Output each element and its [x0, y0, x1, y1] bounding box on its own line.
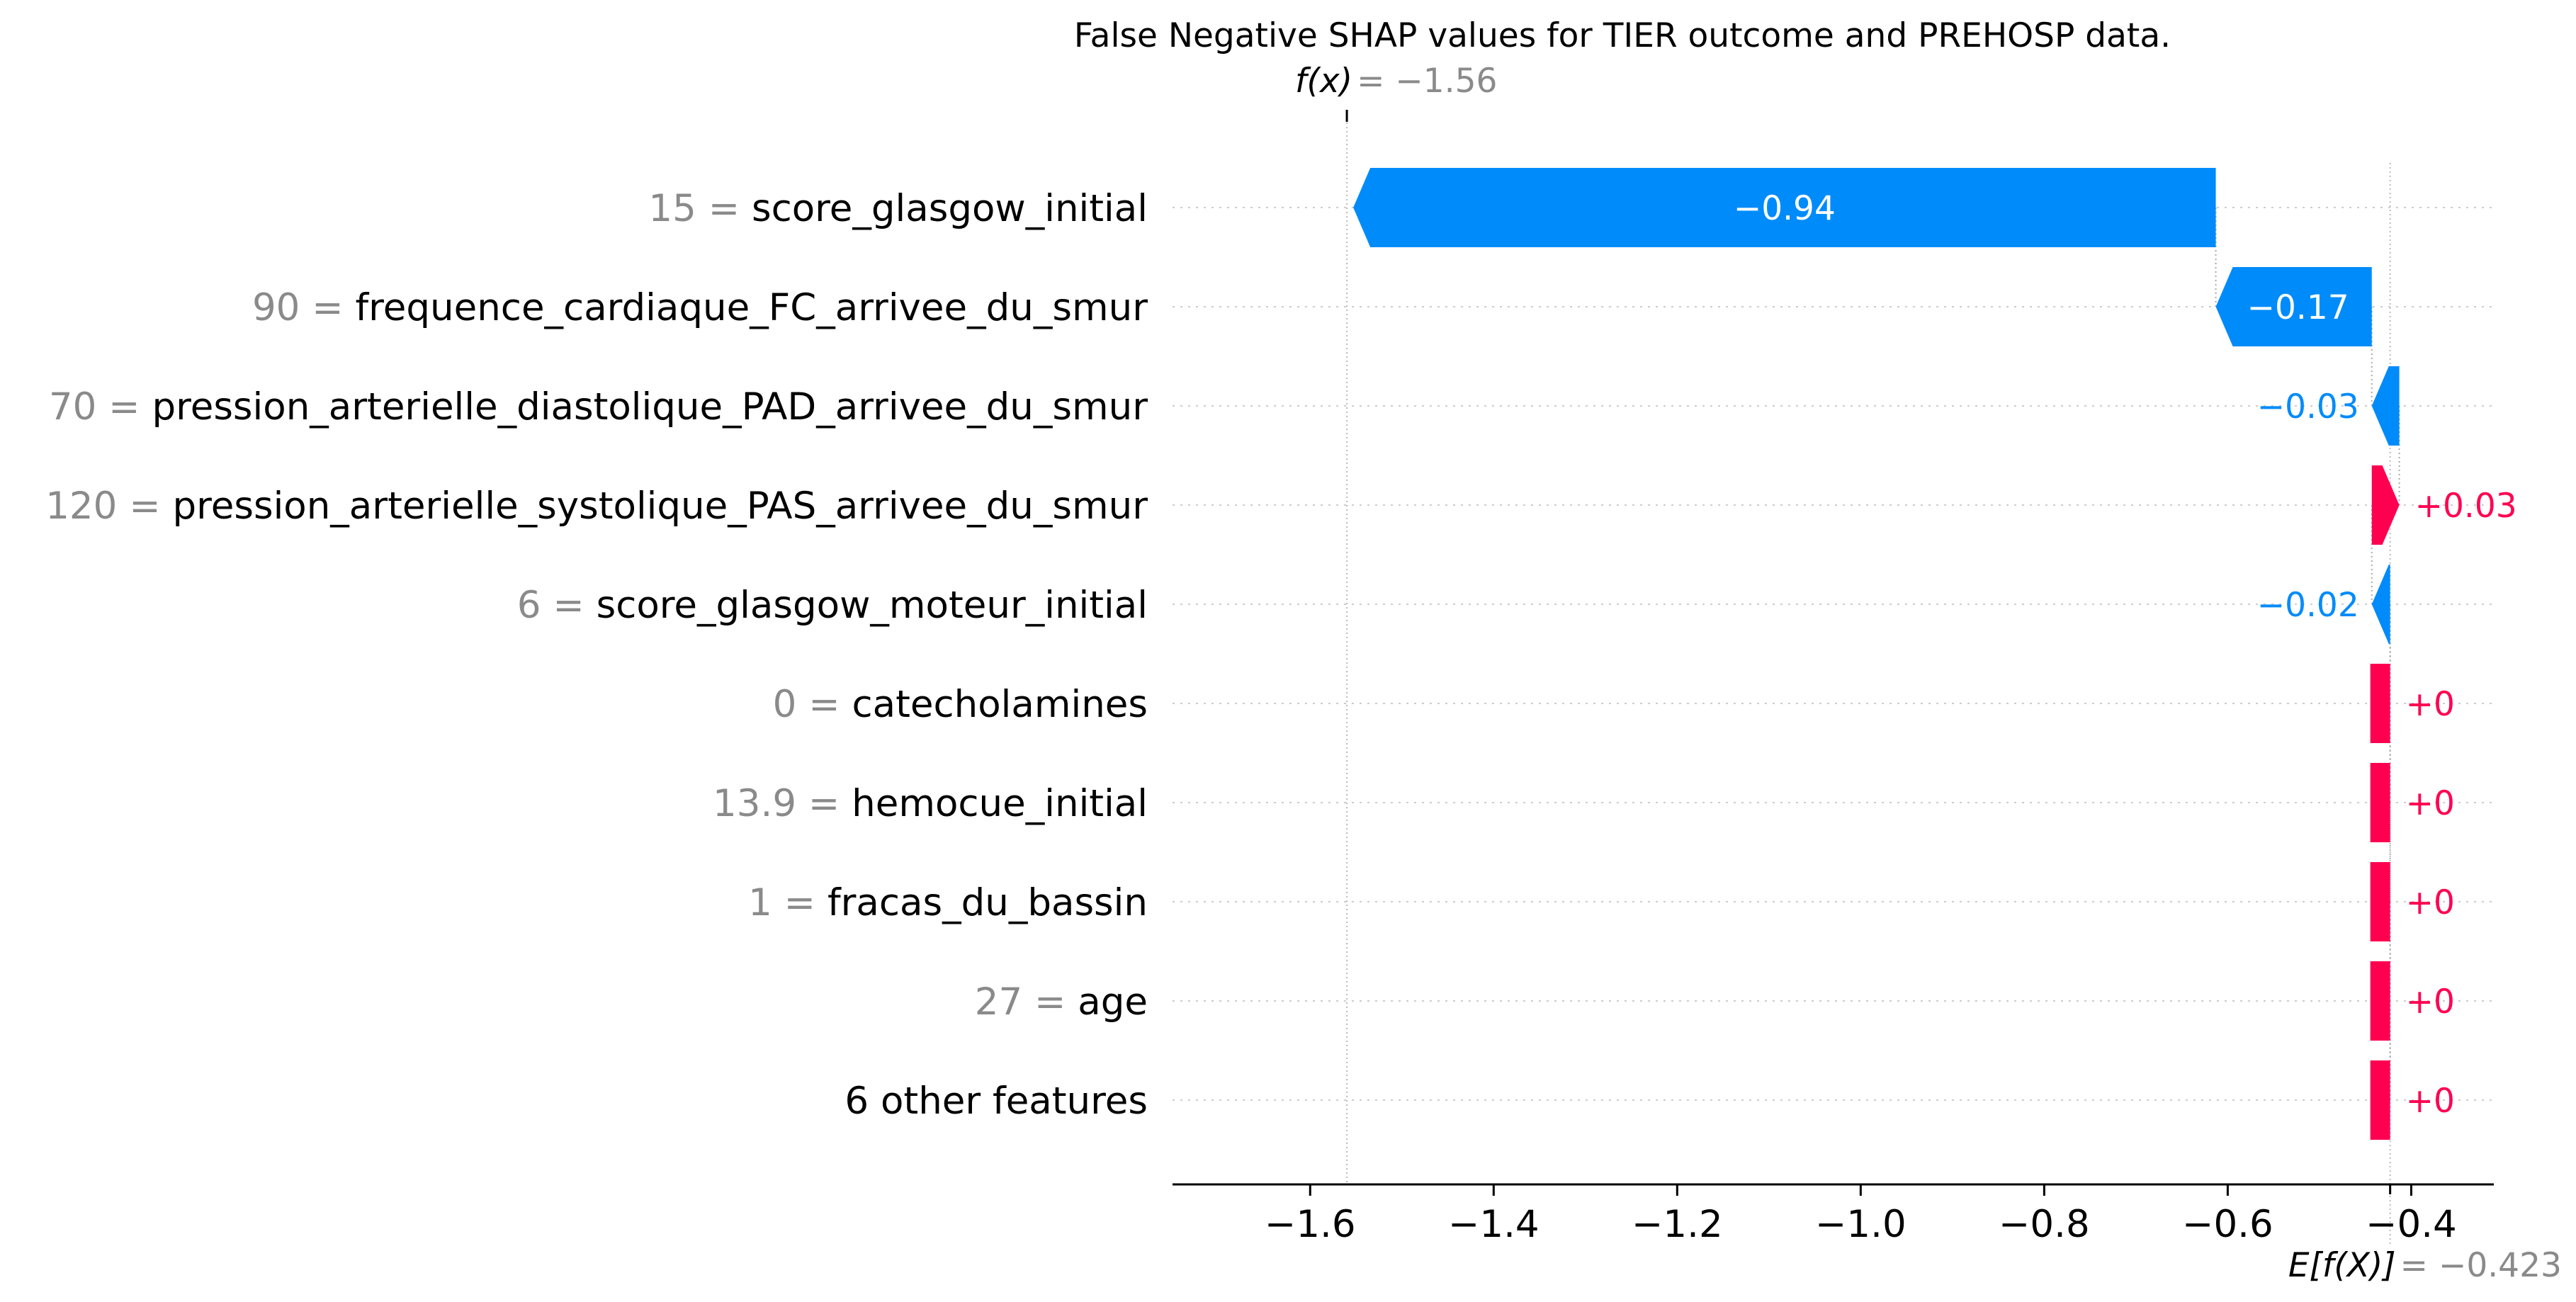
feature-label: 120 = pression_arterielle_systolique_PAS…: [45, 485, 1148, 528]
feature-label: 1 = fracas_du_bassin: [748, 881, 1148, 924]
bar-value-label: −0.94: [1734, 189, 1836, 228]
bar-value-label: −0.02: [2257, 586, 2359, 625]
bar-value-label: +0.03: [2415, 487, 2517, 526]
x-tick-label: −0.4: [2366, 1203, 2457, 1246]
bar-value-label: −0.03: [2257, 387, 2359, 426]
feature-value: 1 =: [748, 881, 827, 924]
feature-label: 0 = catecholamines: [773, 683, 1148, 726]
x-tick-label: −0.6: [2182, 1203, 2273, 1246]
output-value-annotation: f(x) = −1.56: [1295, 62, 1497, 101]
x-tick-label: −1.2: [1632, 1203, 1723, 1246]
feature-value: 15 =: [648, 187, 752, 230]
waterfall-bar-4: [2371, 465, 2400, 545]
fx-label: f(x): [1295, 62, 1352, 101]
bar-value-label: +0: [2406, 685, 2455, 724]
waterfall-bar-2: [2215, 267, 2372, 346]
feature-name: score_glasgow_moteur_initial: [597, 584, 1148, 627]
feature-value: 120 =: [45, 485, 172, 528]
feature-name: pression_arterielle_systolique_PAS_arriv…: [172, 485, 1148, 528]
expected-value-annotation: E[f(X)] = −0.423: [2288, 1246, 2562, 1285]
bar-value-labels: −0.94 −0.17 −0.03 +0.03 −0.02 +0 +0 +0 +0 +0: [1734, 189, 2517, 1121]
feature-value: 13.9 =: [713, 782, 852, 825]
feature-name: age: [1078, 980, 1148, 1024]
bar-value-label: −0.17: [2247, 288, 2349, 327]
waterfall-bar-7: [2370, 763, 2390, 842]
bar-value-label: +0: [2406, 784, 2455, 823]
feature-label: 90 = frequence_cardiaque_FC_arrivee_du_s…: [252, 286, 1148, 329]
feature-value: 27 =: [975, 980, 1078, 1024]
feature-name: 6 other features: [844, 1080, 1148, 1123]
feature-value: 70 =: [49, 385, 152, 429]
feature-label: 70 = pression_arterielle_diastolique_PAD…: [49, 385, 1148, 429]
feature-name: hemocue_initial: [852, 782, 1148, 825]
reference-lines: [1345, 110, 2400, 1247]
chart-title: False Negative SHAP values for TIER outc…: [1074, 16, 2171, 55]
feature-label: 6 = score_glasgow_moteur_initial: [517, 584, 1148, 627]
feature-name: score_glasgow_initial: [752, 187, 1148, 230]
feature-labels: 15 = score_glasgow_initial 90 = frequence…: [45, 187, 1148, 1123]
feature-value: 6 =: [517, 584, 597, 627]
efx-label: E[f(X)]: [2288, 1246, 2396, 1285]
efx-value: = −0.423: [2400, 1246, 2562, 1285]
waterfall-bar-1: [1353, 168, 2216, 247]
bar-value-label: +0: [2406, 983, 2455, 1021]
bar-value-label: +0: [2406, 883, 2455, 922]
waterfall-bar-10: [2370, 1060, 2390, 1140]
waterfall-bars: [1353, 168, 2400, 1140]
fx-value: = −1.56: [1357, 62, 1497, 101]
waterfall-bar-8: [2370, 862, 2390, 941]
x-tick-label: −0.8: [1999, 1203, 2090, 1246]
waterfall-bar-5: [2371, 565, 2390, 644]
feature-label: 6 other features: [844, 1080, 1148, 1123]
feature-name: pression_arterielle_diastolique_PAD_arri…: [152, 385, 1148, 429]
feature-name: fracas_du_bassin: [827, 881, 1148, 924]
waterfall-bar-6: [2370, 664, 2390, 743]
feature-label: 15 = score_glasgow_initial: [648, 187, 1148, 230]
x-tick-label: −1.6: [1265, 1203, 1356, 1246]
feature-value: 0 =: [773, 683, 852, 726]
x-tick-label: −1.0: [1815, 1203, 1906, 1246]
waterfall-bar-9: [2370, 961, 2390, 1041]
x-axis: −1.6 −1.4 −1.2 −1.0 −0.8 −0.6 −0.4: [1173, 1183, 2494, 1246]
x-tick-label: −1.4: [1448, 1203, 1540, 1246]
feature-name: catecholamines: [852, 683, 1148, 726]
bar-value-label: +0: [2406, 1082, 2455, 1121]
feature-label: 13.9 = hemocue_initial: [713, 782, 1148, 825]
waterfall-bar-3: [2371, 366, 2400, 446]
feature-value: 90 =: [252, 286, 356, 329]
feature-name: frequence_cardiaque_FC_arrivee_du_smur: [355, 286, 1148, 329]
feature-label: 27 = age: [975, 980, 1148, 1024]
